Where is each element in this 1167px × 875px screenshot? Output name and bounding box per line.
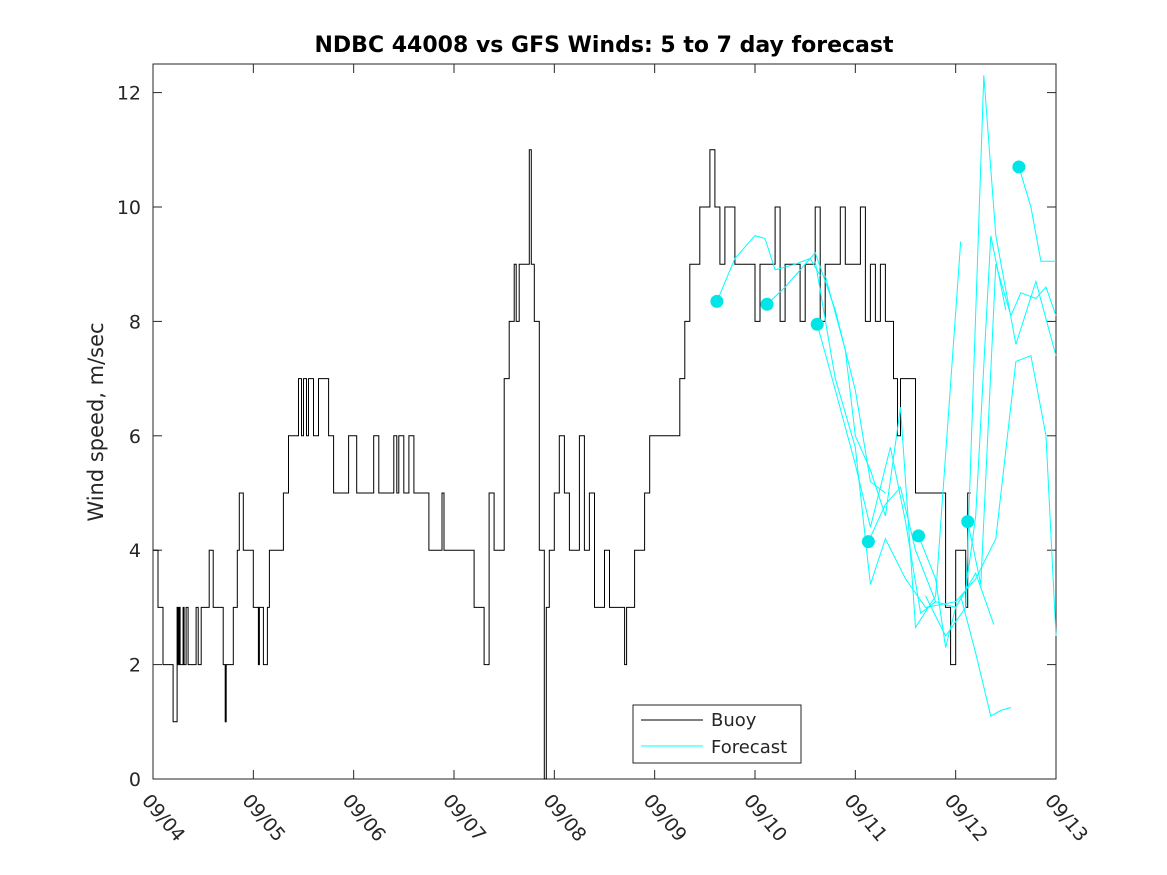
forecast-series-line: [867, 486, 995, 625]
series-group: [153, 75, 1057, 780]
forecast-series-line: [925, 75, 1057, 637]
forecast-start-marker: [861, 535, 875, 549]
forecast-series-line: [814, 261, 1057, 637]
legend-buoy-label: Buoy: [711, 710, 757, 731]
x-tick-label: 09/08: [539, 790, 591, 846]
forecast-start-marker: [1012, 160, 1026, 174]
forecast-series-line: [960, 595, 1012, 717]
y-axis-label: Wind speed, m/sec: [84, 322, 108, 521]
x-tick-label: 09/05: [238, 790, 290, 846]
forecast-start-marker: [760, 297, 774, 311]
buoy-series-line: [153, 149, 971, 780]
x-tick-label: 09/06: [338, 790, 390, 846]
forecast-series-line: [716, 235, 821, 302]
x-tick-label: 09/09: [639, 790, 691, 846]
legend: Buoy Forecast: [632, 704, 802, 764]
y-axis: 0 2 4 6 8 10 12: [117, 83, 1056, 791]
forecast-series-line: [1018, 166, 1056, 262]
x-tick-label: 09/10: [739, 790, 791, 846]
forecast-series-line: [967, 264, 1057, 585]
x-tick-label: 09/13: [1040, 790, 1092, 846]
forecast-start-marker: [810, 317, 824, 331]
forecast-series-line: [766, 251, 886, 494]
y-tick-label: 2: [129, 655, 141, 677]
forecast-start-marker: [710, 294, 724, 308]
chart-title: NDBC 44008 vs GFS Winds: 5 to 7 day fore…: [315, 33, 894, 58]
legend-forecast-label: Forecast: [711, 737, 787, 758]
x-tick-label: 09/07: [438, 790, 490, 846]
x-tick-label: 09/11: [840, 790, 892, 846]
y-tick-label: 10: [117, 197, 141, 219]
legend-box: [632, 704, 802, 764]
x-tick-label: 09/04: [137, 790, 189, 846]
forecast-series-line: [816, 324, 936, 615]
y-tick-label: 8: [129, 311, 141, 333]
x-tick-label: 09/12: [940, 790, 992, 846]
y-tick-label: 6: [129, 426, 141, 448]
y-tick-label: 4: [129, 540, 141, 562]
plot-area: [152, 63, 1057, 780]
forecast-start-marker: [961, 515, 975, 529]
y-tick-label: 0: [129, 769, 141, 791]
y-tick-label: 12: [117, 83, 141, 105]
forecast-series-line: [918, 235, 1007, 648]
forecast-start-marker: [912, 529, 926, 543]
